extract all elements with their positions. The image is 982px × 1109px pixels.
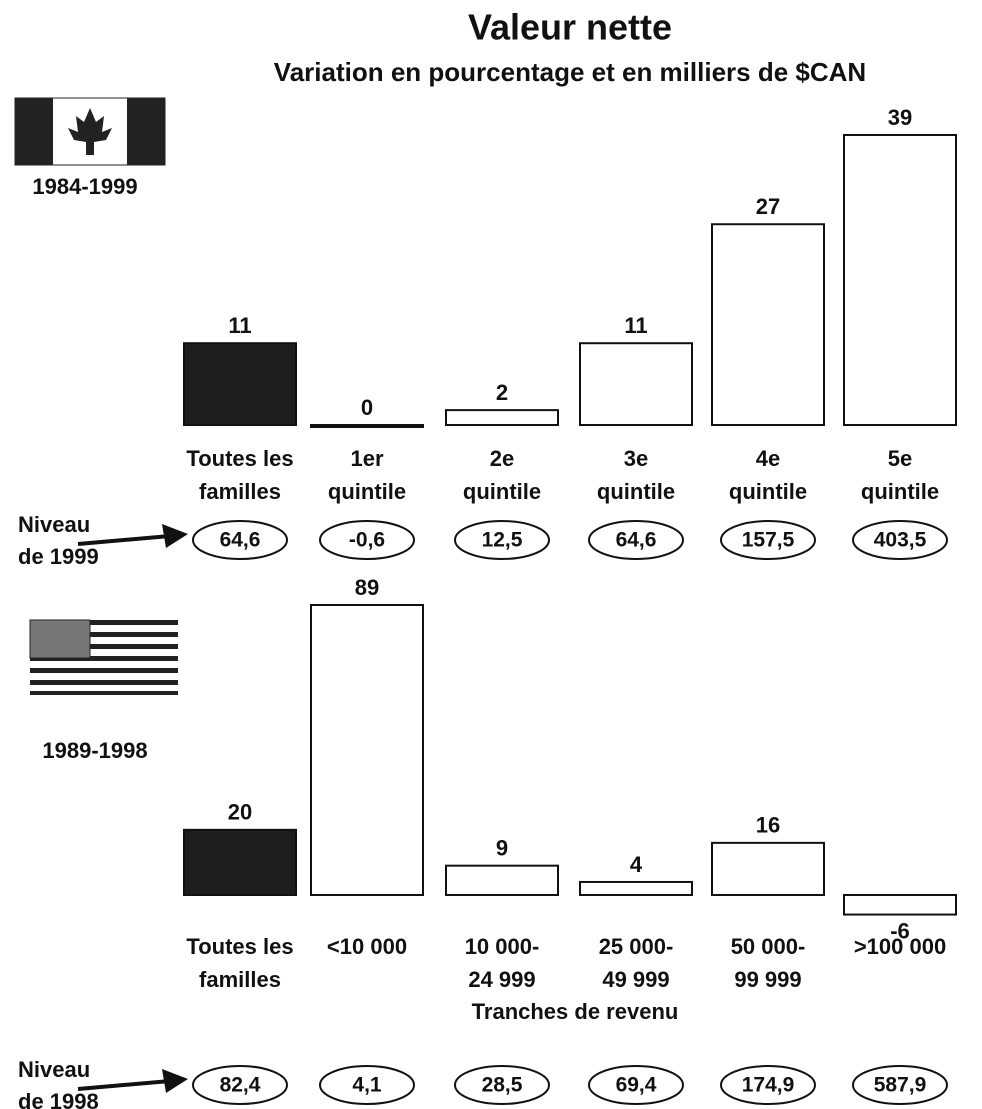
canada-flag (14, 97, 166, 166)
bar (843, 894, 957, 916)
level-label: 4,1 (352, 1074, 382, 1097)
bar (445, 409, 559, 426)
level-label: 587,9 (874, 1074, 927, 1097)
bar-value-label: -6 (890, 918, 910, 943)
level-label: 28,5 (482, 1074, 523, 1097)
bar (183, 342, 297, 427)
level-oval (852, 520, 948, 560)
x-tick-label: 99 999 (734, 967, 801, 992)
x-tick-label: 2e (490, 446, 514, 471)
bar (579, 342, 693, 427)
bar-value-label: 16 (756, 813, 780, 838)
x-tick-label: 10 000- (465, 934, 540, 959)
level-oval (454, 1065, 550, 1105)
bar-value-label: 0 (361, 395, 373, 420)
x-tick-label: Toutes les (186, 934, 293, 959)
level-label: 403,5 (874, 529, 927, 552)
level-title: de 1998 (18, 1089, 99, 1109)
chart-title: Valeur nette (468, 7, 672, 48)
bar-value-label: 2 (496, 380, 508, 405)
bar-value-label: 11 (228, 313, 251, 338)
level-label: 157,5 (742, 529, 795, 552)
period-label: 1989-1998 (42, 738, 147, 763)
level-arrow (77, 534, 171, 546)
level-oval (720, 520, 816, 560)
bar-value-label: 11 (624, 313, 647, 338)
level-title: Niveau (18, 512, 90, 537)
level-oval (319, 1065, 415, 1105)
bar (579, 880, 693, 897)
level-title: de 1999 (18, 544, 99, 569)
x-tick-label: Toutes les (186, 446, 293, 471)
x-tick-label: familles (199, 967, 281, 992)
x-tick-label: familles (199, 479, 281, 504)
level-oval (454, 520, 550, 560)
level-label: 82,4 (220, 1074, 261, 1097)
level-oval (192, 1065, 288, 1105)
level-oval (588, 1065, 684, 1105)
level-label: 69,4 (616, 1074, 657, 1097)
x-tick-label: quintile (729, 479, 807, 504)
period-label: 1984-1999 (32, 174, 137, 199)
bar (183, 828, 297, 897)
level-label: 64,6 (220, 529, 261, 552)
level-arrow (77, 1079, 171, 1091)
x-axis-title: Tranches de revenu (472, 999, 679, 1024)
bar-value-label: 89 (355, 575, 379, 600)
chart-subtitle: Variation en pourcentage et en milliers … (274, 57, 866, 87)
bar-value-label: 20 (228, 800, 252, 825)
bar (310, 424, 424, 428)
level-oval (319, 520, 415, 560)
bar-value-label: 27 (756, 194, 780, 219)
level-arrow-head (162, 524, 188, 548)
bar-value-label: 4 (630, 852, 643, 877)
x-tick-label: 50 000- (731, 934, 806, 959)
level-label: 64,6 (616, 529, 657, 552)
x-tick-label: quintile (328, 479, 406, 504)
bar (445, 864, 559, 896)
x-tick-label: 3e (624, 446, 648, 471)
bar (310, 604, 424, 896)
x-tick-label: 1er (350, 446, 383, 471)
x-tick-label: quintile (463, 479, 541, 504)
level-oval (852, 1065, 948, 1105)
x-tick-label: 24 999 (468, 967, 535, 992)
x-tick-label: 49 999 (602, 967, 669, 992)
bar (843, 134, 957, 426)
level-label: 12,5 (482, 529, 523, 552)
bar (711, 223, 825, 426)
x-tick-label: quintile (861, 479, 939, 504)
x-tick-label: quintile (597, 479, 675, 504)
level-oval (192, 520, 288, 560)
x-tick-label: >100 000 (854, 934, 946, 959)
x-tick-label: 4e (756, 446, 780, 471)
level-oval (588, 520, 684, 560)
us-flag (29, 619, 178, 695)
level-oval (720, 1065, 816, 1105)
x-tick-label: <10 000 (327, 934, 407, 959)
level-label: -0,6 (349, 529, 385, 552)
bar (711, 841, 825, 897)
x-tick-label: 25 000- (599, 934, 674, 959)
bar-value-label: 39 (888, 105, 912, 130)
bar-value-label: 9 (496, 835, 508, 860)
level-title: Niveau (18, 1057, 90, 1082)
level-label: 174,9 (742, 1074, 795, 1097)
level-arrow-head (162, 1069, 188, 1093)
x-tick-label: 5e (888, 446, 912, 471)
